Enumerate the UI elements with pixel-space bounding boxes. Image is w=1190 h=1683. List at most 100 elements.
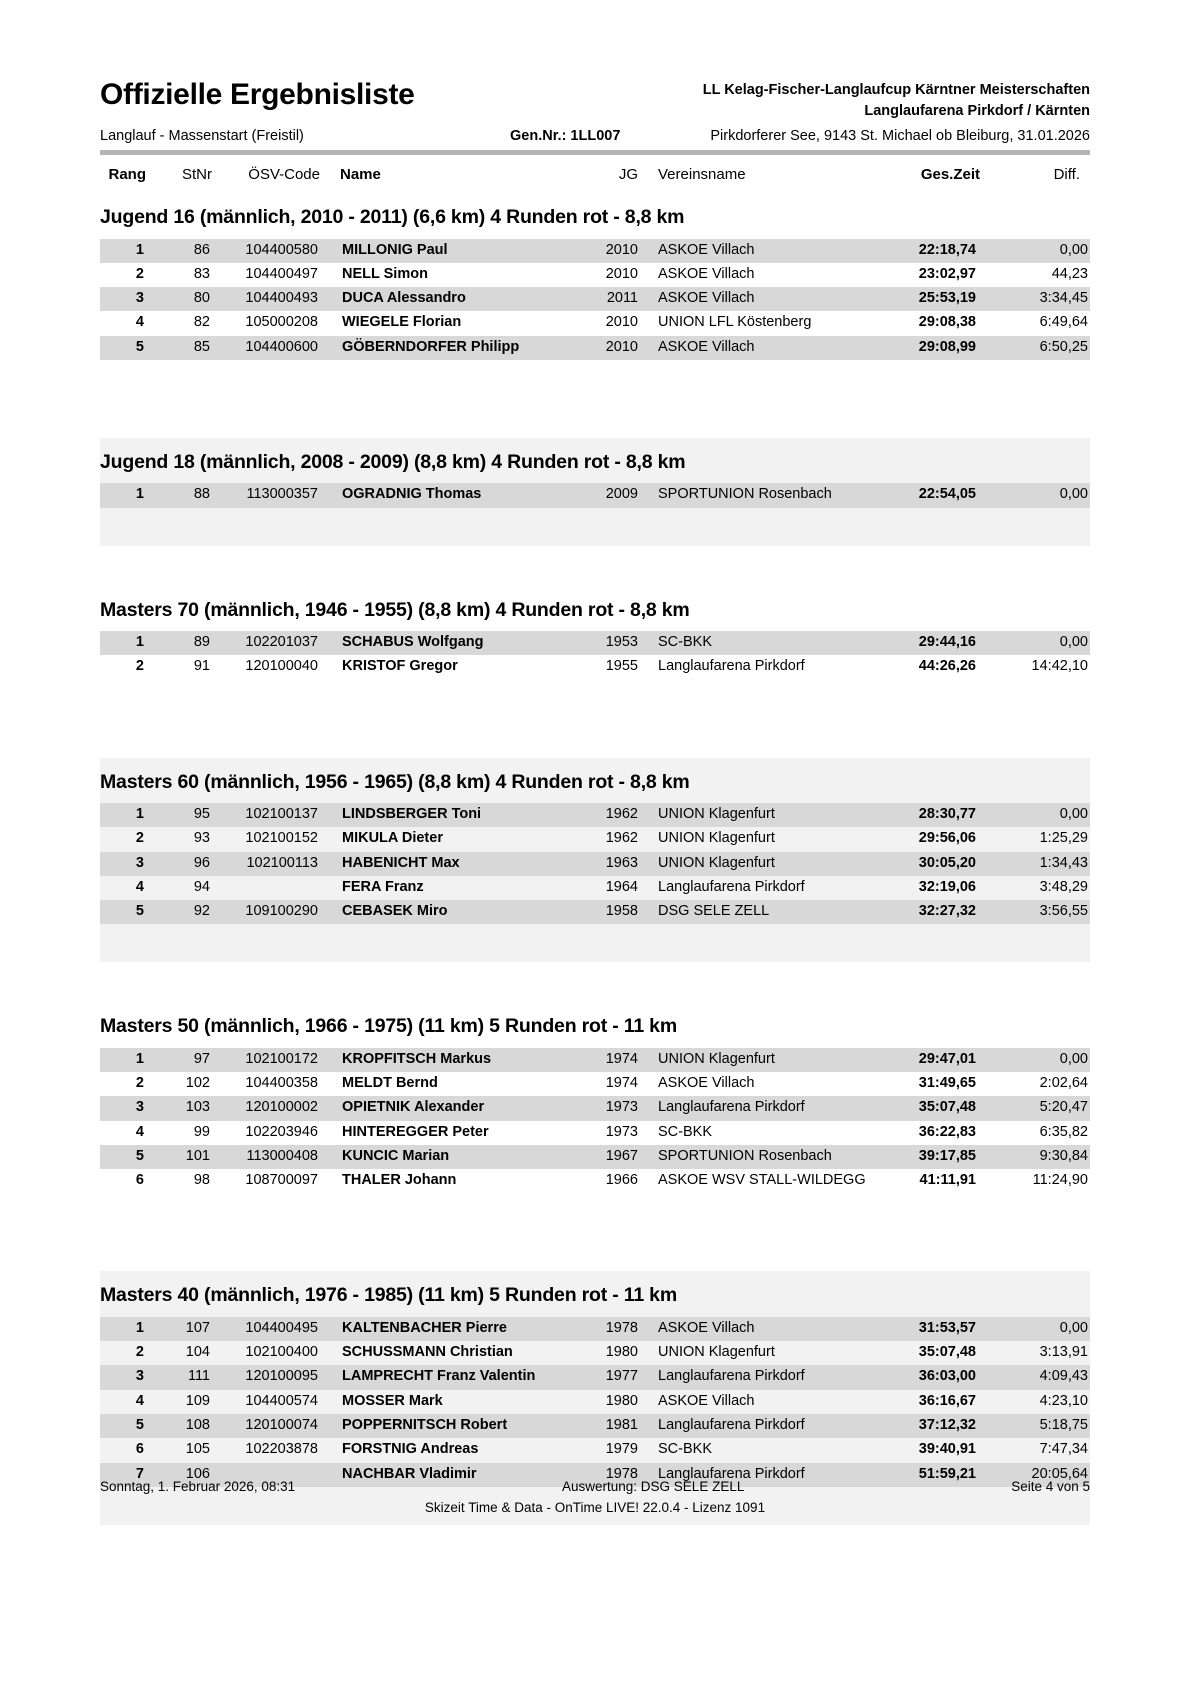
cell-verein: ASKOE Villach bbox=[658, 1392, 755, 1409]
cell-rang: 1 bbox=[100, 631, 156, 656]
table-row[interactable]: 5 85 104400600 GÖBERNDORFER Philipp 2010 ASKO… bbox=[100, 335, 1090, 360]
table-row[interactable]: 4 94 FERA Franz 1964 Langlaufarena Pirkdorf 3… bbox=[100, 876, 1090, 900]
cell-osv: 113000357 bbox=[222, 483, 330, 508]
cell-diff: 2:02,64 bbox=[1039, 1075, 1088, 1092]
table-row[interactable]: 1 86 104400580 MILLONIG Paul 2010 ASKOE Villa… bbox=[100, 238, 1090, 263]
cell-osv: 102100137 bbox=[222, 802, 330, 828]
category-block: Masters 50 (männlich, 1966 - 1975) (11 k… bbox=[100, 1002, 1090, 1231]
cell-name: DUCA Alessandro bbox=[330, 287, 588, 312]
cell-osv: 104400600 bbox=[222, 335, 330, 360]
cell-diff: 9:30,84 bbox=[990, 1144, 1090, 1170]
table-row[interactable]: 4 109 104400574 MOSSER Mark 1980 ASKOE Villac… bbox=[100, 1390, 1090, 1414]
cell-rang: 1 bbox=[100, 1047, 156, 1073]
cell-zeit: 32:19,06 bbox=[918, 878, 976, 895]
cell-diff: 3:48,29 bbox=[1039, 878, 1088, 895]
cell-rang: 6 bbox=[135, 1172, 144, 1189]
table-row[interactable]: 6 105 102203878 FORSTNIG Andreas 1979 SC-BKK 3… bbox=[100, 1438, 1090, 1462]
cell-rang: 6 bbox=[135, 1441, 144, 1458]
table-row[interactable]: 1 95 102100137 LINDSBERGER Toni 1962 UNION Kl… bbox=[100, 802, 1090, 828]
cell-diff: 6:50,25 bbox=[990, 335, 1090, 360]
header-divider bbox=[100, 150, 1090, 156]
cell-osv: 104400574 bbox=[245, 1392, 318, 1409]
table-row[interactable]: 2 102 104400358 MELDT Bernd 1974 ASKOE Villac… bbox=[100, 1072, 1090, 1096]
cell-jg: 1966 bbox=[605, 1172, 638, 1189]
column-header-row: Rang StNr ÖSV-Code Name JG Vereinsname G… bbox=[100, 155, 1090, 193]
cell-name: LINDSBERGER Toni bbox=[330, 802, 588, 828]
cell-verein: ASKOE Villach bbox=[648, 238, 880, 263]
cell-verein: UNION Klagenfurt bbox=[648, 1047, 880, 1073]
cell-zeit: 29:08,38 bbox=[918, 314, 976, 331]
cell-rang: 1 bbox=[100, 483, 156, 508]
category-gap bbox=[100, 718, 1090, 758]
table-row[interactable]: 5 92 109100290 CEBASEK Miro 1958 DSG SELE ZEL… bbox=[100, 900, 1090, 925]
category-block: Jugend 16 (männlich, 2010 - 2011) (6,6 k… bbox=[100, 193, 1090, 398]
cell-name: MIKULA Dieter bbox=[342, 830, 443, 847]
category-results-table: 1 107 104400495 KALTENBACHER Pierre 1978 ASKO… bbox=[100, 1316, 1090, 1487]
table-row[interactable]: 3 111 120100095 LAMPRECHT Franz Valentin 197… bbox=[100, 1365, 1090, 1390]
cell-verein: SC-BKK bbox=[658, 1441, 712, 1458]
cell-rang: 3 bbox=[100, 851, 156, 876]
cell-rang: 2 bbox=[135, 1075, 144, 1092]
cell-stnr: 95 bbox=[156, 802, 222, 828]
cell-diff: 44,23 bbox=[1051, 265, 1088, 282]
table-row[interactable]: 2 93 102100152 MIKULA Dieter 1962 UNION Klage… bbox=[100, 827, 1090, 851]
cell-osv: 120100074 bbox=[222, 1413, 330, 1439]
table-row[interactable]: 2 83 104400497 NELL Simon 2010 ASKOE Villach 2… bbox=[100, 263, 1090, 287]
cell-stnr: 91 bbox=[193, 658, 210, 675]
table-row[interactable]: 2 104 102100400 SCHUSSMANN Christian 1980 UNI… bbox=[100, 1341, 1090, 1365]
cell-rang: 1 bbox=[100, 1316, 156, 1342]
cell-verein: Langlaufarena Pirkdorf bbox=[648, 1096, 880, 1121]
document-header: Offizielle Ergebnisliste LL Kelag-Fische… bbox=[100, 72, 1090, 121]
cell-stnr: 102 bbox=[185, 1075, 210, 1092]
category-tail-pad bbox=[100, 360, 1090, 398]
table-row[interactable]: 1 88 113000357 OGRADNIG Thomas 2009 SPORTUNIO… bbox=[100, 483, 1090, 508]
table-row[interactable]: 6 98 108700097 THALER Johann 1966 ASKOE WSV S… bbox=[100, 1169, 1090, 1193]
cell-jg: 1973 bbox=[588, 1096, 648, 1121]
table-row[interactable]: 7 106 NACHBAR Vladimir 1978 Langlaufarena Pi… bbox=[100, 1462, 1090, 1487]
cell-name: LAMPRECHT Franz Valentin bbox=[330, 1365, 588, 1390]
table-row[interactable]: 3 103 120100002 OPIETNIK Alexander 1973 Langl… bbox=[100, 1096, 1090, 1121]
cell-osv: 120100040 bbox=[245, 658, 318, 675]
cell-stnr: 83 bbox=[193, 265, 210, 282]
table-row[interactable]: 3 80 104400493 DUCA Alessandro 2011 ASKOE Vil… bbox=[100, 287, 1090, 312]
table-row[interactable]: 1 89 102201037 SCHABUS Wolfgang 1953 SC-BKK 29… bbox=[100, 631, 1090, 656]
category-tail-pad bbox=[100, 680, 1090, 718]
table-row[interactable]: 4 82 105000208 WIEGELE Florian 2010 UNION LFL… bbox=[100, 311, 1090, 335]
cell-zeit: 25:53,19 bbox=[880, 287, 990, 312]
cell-zeit: 39:17,85 bbox=[880, 1144, 990, 1170]
column-header-name: Name bbox=[340, 166, 381, 184]
cell-rang: 4 bbox=[135, 1123, 144, 1140]
cell-diff: 0,00 bbox=[990, 1047, 1090, 1073]
table-row[interactable]: 2 91 120100040 KRISTOF Gregor 1955 Langlaufar… bbox=[100, 655, 1090, 679]
cell-name: CEBASEK Miro bbox=[330, 900, 588, 925]
event-info: LL Kelag-Fischer-Langlaufcup Kärntner Me… bbox=[703, 72, 1090, 121]
results-table: Rang StNr ÖSV-Code Name JG Vereinsname G… bbox=[100, 155, 1090, 193]
cell-verein: Langlaufarena Pirkdorf bbox=[648, 1462, 880, 1487]
table-row[interactable]: 4 99 102203946 HINTEREGGER Peter 1973 SC-BKK 3… bbox=[100, 1121, 1090, 1145]
cell-osv: 102203878 bbox=[245, 1441, 318, 1458]
cell-jg: 1977 bbox=[588, 1365, 648, 1390]
event-title-line2: Langlaufarena Pirkdorf / Kärnten bbox=[864, 102, 1090, 119]
cell-diff: 5:20,47 bbox=[990, 1096, 1090, 1121]
cell-jg: 1974 bbox=[588, 1047, 648, 1073]
table-row[interactable]: 1 97 102100172 KROPFITSCH Markus 1974 UNION K… bbox=[100, 1047, 1090, 1073]
cell-osv: 102100113 bbox=[222, 851, 330, 876]
cell-rang: 3 bbox=[100, 1365, 156, 1390]
table-row[interactable]: 5 101 113000408 KUNCIC Marian 1967 SPORTUNION… bbox=[100, 1144, 1090, 1170]
cell-zeit: 35:07,48 bbox=[880, 1096, 990, 1121]
table-row[interactable]: 5 108 120100074 POPPERNITSCH Robert 1981 Lang… bbox=[100, 1413, 1090, 1439]
cell-diff: 1:34,43 bbox=[990, 851, 1090, 876]
cell-verein: ASKOE WSV STALL-WILDEGG bbox=[658, 1172, 866, 1189]
cell-name: KRISTOF Gregor bbox=[342, 658, 458, 675]
cell-diff: 0,00 bbox=[990, 238, 1090, 263]
cell-verein: SC-BKK bbox=[658, 1123, 712, 1140]
cell-zeit: 44:26,26 bbox=[918, 658, 976, 675]
table-row[interactable]: 3 96 102100113 HABENICHT Max 1963 UNION Klage… bbox=[100, 851, 1090, 876]
cell-osv: 109100290 bbox=[222, 900, 330, 925]
cell-name: FERA Franz bbox=[342, 878, 424, 895]
table-row[interactable]: 1 107 104400495 KALTENBACHER Pierre 1978 ASKO… bbox=[100, 1316, 1090, 1342]
cell-osv: 104400497 bbox=[245, 265, 318, 282]
cell-jg: 1973 bbox=[605, 1123, 638, 1140]
cell-jg: 2010 bbox=[605, 265, 638, 282]
cell-stnr: 101 bbox=[156, 1144, 222, 1170]
